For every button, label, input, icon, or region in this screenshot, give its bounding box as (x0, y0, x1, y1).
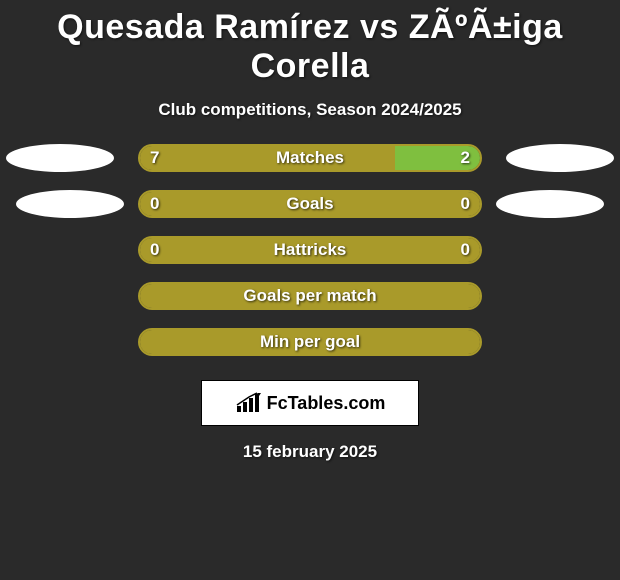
stat-bar-left (140, 192, 480, 216)
bar-chart-icon (235, 392, 263, 414)
stat-value-right: 2 (461, 144, 470, 172)
date-text: 15 february 2025 (0, 442, 620, 462)
stat-bar-left (140, 284, 480, 308)
stat-value-right: 0 (461, 236, 470, 264)
stat-bar-track (138, 328, 482, 356)
stat-row: Matches72 (0, 144, 620, 190)
player-right-ellipse (506, 144, 614, 172)
stat-bar-track (138, 282, 482, 310)
stat-row: Hattricks00 (0, 236, 620, 282)
player-right-ellipse (496, 190, 604, 218)
player-left-ellipse (6, 144, 114, 172)
stat-rows-container: Matches72Goals00Hattricks00Goals per mat… (0, 144, 620, 374)
stat-value-left: 7 (150, 144, 159, 172)
stat-bar-left (140, 146, 395, 170)
logo-box: FcTables.com (201, 380, 419, 426)
stat-value-left: 0 (150, 236, 159, 264)
stat-row: Goals per match (0, 282, 620, 328)
stat-value-left: 0 (150, 190, 159, 218)
stat-row: Min per goal (0, 328, 620, 374)
stat-row: Goals00 (0, 190, 620, 236)
stat-bar-track (138, 190, 482, 218)
page-title: Quesada Ramírez vs ZÃºÃ±iga Corella (0, 0, 620, 86)
subtitle: Club competitions, Season 2024/2025 (0, 100, 620, 120)
stat-bar-left (140, 330, 480, 354)
stat-bar-left (140, 238, 480, 262)
stat-bar-track (138, 236, 482, 264)
logo-text: FcTables.com (267, 393, 386, 414)
player-left-ellipse (16, 190, 124, 218)
stat-bar-track (138, 144, 482, 172)
stat-value-right: 0 (461, 190, 470, 218)
